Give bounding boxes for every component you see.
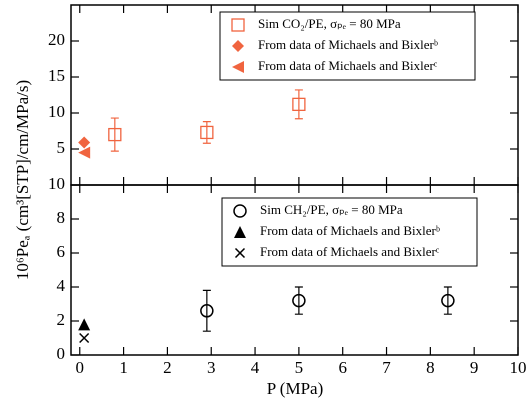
marker bbox=[232, 40, 244, 52]
x-tick-label: 10 bbox=[510, 358, 527, 377]
marker bbox=[441, 293, 455, 308]
x-tick-label: 2 bbox=[163, 358, 172, 377]
legend-box bbox=[221, 197, 478, 267]
legend-label: From data of Michaels and Bixlerᶜ bbox=[258, 58, 438, 73]
plot-frame bbox=[70, 184, 519, 356]
error-bar bbox=[294, 89, 303, 120]
y-tick-label: 10 bbox=[48, 102, 65, 121]
error-bar bbox=[202, 289, 211, 332]
x-tick-label: 3 bbox=[207, 358, 216, 377]
marker bbox=[233, 204, 247, 218]
y-tick-label: 20 bbox=[48, 30, 65, 49]
legend-label: From data of Michaels and Bixlerᶜ bbox=[260, 244, 440, 259]
y-tick-label: 10 bbox=[48, 174, 65, 193]
marker bbox=[78, 146, 91, 159]
x-tick-label: 5 bbox=[295, 358, 304, 377]
marker bbox=[292, 293, 306, 308]
marker bbox=[231, 18, 245, 32]
error-bar bbox=[110, 117, 119, 152]
x-tick-label: 7 bbox=[382, 358, 391, 377]
x-tick-label: 8 bbox=[426, 358, 435, 377]
marker bbox=[234, 247, 246, 259]
marker bbox=[78, 318, 91, 331]
error-bar bbox=[294, 286, 303, 315]
y-tick-label: 8 bbox=[57, 208, 66, 227]
x-tick-label: 6 bbox=[338, 358, 347, 377]
y-tick-label: 15 bbox=[48, 66, 65, 85]
legend-label: Sim CO₂/PE, σₚₑ = 80 MPa bbox=[258, 16, 401, 31]
y-tick-label: 6 bbox=[57, 242, 66, 261]
legend-label: Sim CH₂/PE, σₚₑ = 80 MPa bbox=[260, 202, 403, 217]
marker bbox=[292, 97, 306, 112]
legend-label: From data of Michaels and Bixlerᵇ bbox=[260, 223, 440, 238]
error-bar bbox=[202, 121, 211, 144]
x-tick-label: 1 bbox=[119, 358, 128, 377]
x-tick-label: 0 bbox=[76, 358, 85, 377]
marker bbox=[200, 304, 214, 318]
y-axis-label: 10⁶Peₐ (cm³[STP]/cm/MPa/s) bbox=[13, 80, 32, 280]
marker bbox=[234, 226, 246, 238]
y-tick-label: 5 bbox=[57, 138, 66, 157]
legend-label: From data of Michaels and Bixlerᵇ bbox=[258, 37, 438, 52]
y-tick-label: 2 bbox=[57, 310, 66, 329]
x-tick-label: 9 bbox=[470, 358, 479, 377]
marker bbox=[200, 125, 214, 140]
marker bbox=[232, 61, 244, 73]
marker bbox=[78, 136, 91, 149]
marker bbox=[108, 127, 122, 142]
y-tick-label: 4 bbox=[57, 276, 66, 295]
x-tick-label: 4 bbox=[251, 358, 260, 377]
legend-box bbox=[219, 11, 476, 81]
x-axis-label: P (MPa) bbox=[267, 379, 324, 398]
y-tick-label: 0 bbox=[57, 344, 66, 363]
marker bbox=[79, 332, 90, 344]
error-bar bbox=[443, 286, 452, 315]
